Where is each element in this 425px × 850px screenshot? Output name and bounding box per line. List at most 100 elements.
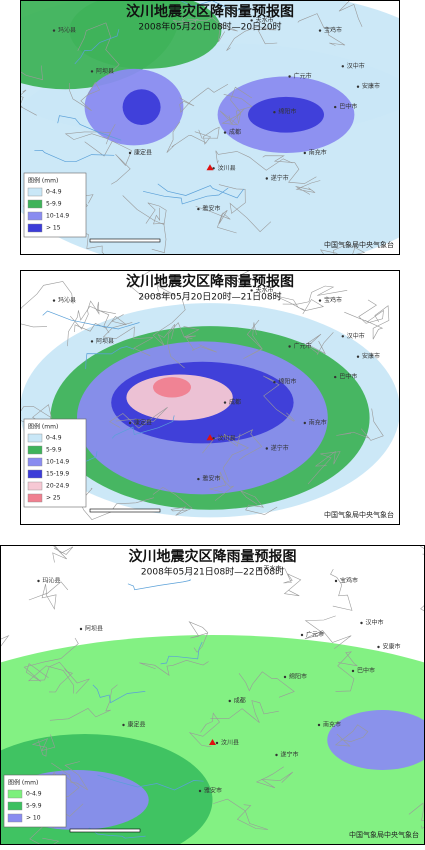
epicenter [206,434,214,441]
boundary-line [152,486,193,516]
place-dot [52,29,56,32]
boundary-line [408,802,425,829]
place-label: 遂宁市 [281,751,299,759]
place-dot [318,29,322,32]
place-dot [215,741,219,745]
legend-swatch [27,493,43,503]
place-label: 绵阳市 [289,673,307,681]
boundary-line [335,651,358,692]
place-label: 巴中市 [357,667,375,675]
legend-label: 5-9.9 [46,201,62,208]
place-label: 成都 [229,398,241,406]
boundary-line [20,281,74,328]
boundary-line [218,184,272,233]
boundary-line [84,140,132,185]
boundary-line [297,13,346,46]
place-dot [212,167,215,170]
credit: 中国气象局中央气象台 [324,510,394,519]
place-label: 巴中市 [339,373,357,381]
boundary-line [67,305,110,347]
legend-swatch [7,789,23,799]
place-label: 康定县 [128,721,146,729]
legend-title: 图例 (mm) [8,779,38,787]
boundary-line [187,17,238,43]
place-dot [341,335,344,338]
river [157,183,244,199]
place-label: 成都 [229,128,241,136]
boundary-line [53,545,74,555]
boundary-line [166,121,207,153]
legend-label: > 15 [46,225,61,232]
boundary-line [167,322,200,369]
legend-swatch [27,223,43,233]
map-title: 汶川地震灾区降雨量预报图 [129,548,297,565]
place-dot [37,579,40,583]
river [111,415,175,439]
map-subtitle: 2008年05月20日08时—20日20时 [138,21,281,33]
place-dot [351,669,355,673]
place-dot [197,477,200,481]
river [143,187,229,205]
boundary-line [194,126,220,145]
boundary-line [336,408,384,441]
scale-bar [89,238,161,243]
boundary-line [307,450,341,485]
place-label: 雅安市 [202,205,220,213]
place-dot [360,621,363,625]
place-label: 康定县 [134,149,152,157]
legend-label: 5-9.9 [26,803,42,810]
scale-bar [69,828,141,833]
boundary-line [240,490,278,515]
place-label: 南充市 [309,149,327,157]
place-label: 玛沁县 [43,577,61,585]
legend-label: 10-14.9 [46,459,69,466]
boundary-line [64,123,116,145]
place-label: 康定县 [134,419,152,427]
legend-label: 0-4.9 [26,791,42,798]
place-label: 巴中市 [339,103,357,111]
place-dot [341,65,344,68]
boundary-line [139,659,209,677]
legend-swatch [27,187,43,197]
boundary-line [255,766,294,789]
boundary-line [263,375,295,422]
boundary-line [304,615,352,650]
legend-swatch [27,481,43,491]
boundary-line [213,798,269,830]
place-dot [356,85,360,88]
rain-area [122,89,161,125]
panel-border [20,270,400,525]
place-label: 阿坝县 [96,67,114,75]
legend-swatch [27,199,43,209]
place-dot [288,75,291,78]
boundary-line [210,700,279,723]
place-dot [122,723,125,727]
boundary-line [344,299,384,324]
place-dot [228,699,231,703]
legend-swatch [27,211,43,221]
boundary-line [69,300,116,330]
place-dot [318,299,322,302]
place-label: 南充市 [309,419,327,427]
legend-label: 15-19.9 [46,471,69,478]
legend-label: > 10 [26,815,41,822]
boundary-line [109,407,168,429]
legend-label: 5-9.9 [46,447,62,454]
river [74,29,120,65]
place-dot [273,111,276,114]
boundary-line [338,0,363,27]
boundary-line [102,322,154,357]
place-label: 安康市 [383,643,401,651]
rain-area [153,377,191,398]
credit: 中国气象局中央气象台 [324,240,394,249]
place-label: 宝鸡市 [340,577,358,585]
place-dot [288,345,291,348]
place-label: 天水市 [264,565,282,573]
boundary-line [283,567,302,597]
place-label: 玛沁县 [58,296,76,304]
place-label: 雅安市 [204,787,222,795]
